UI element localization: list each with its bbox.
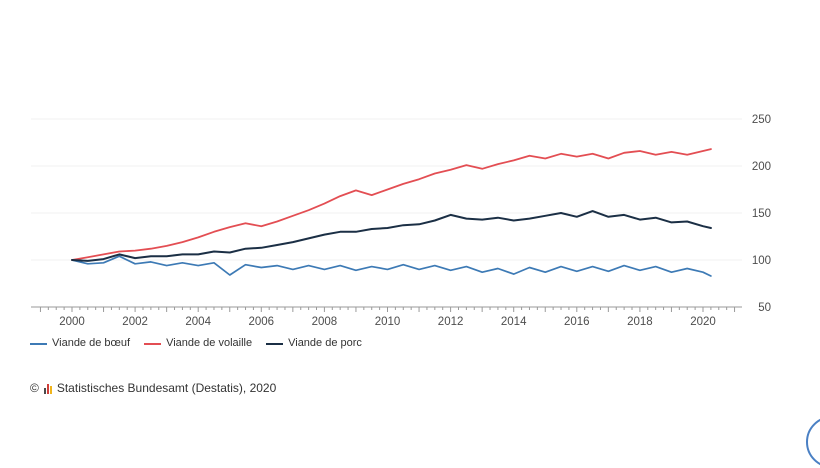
x-tick-label: 2016 (564, 316, 590, 328)
y-tick-label: 100 (752, 255, 771, 267)
poultry-line-swatch-icon (144, 342, 162, 345)
source-text: Statistisches Bundesamt (Destatis), 2020 (56, 381, 277, 395)
pork-line-swatch-icon (266, 342, 284, 345)
x-tick-label: 2006 (249, 316, 275, 328)
legend-label-beef: Viande de bœuf (52, 337, 131, 349)
x-tick-label: 2008 (312, 316, 338, 328)
series-line-0 (71, 255, 712, 277)
x-tick-label: 2010 (375, 316, 401, 328)
y-tick-label: 250 (752, 114, 771, 126)
chart-legend: Viande de bœuf Viande de volaille Viande… (30, 337, 362, 350)
beef-line-swatch-icon (30, 342, 47, 345)
x-tick-label: 2012 (438, 316, 464, 328)
y-tick-label: 200 (752, 161, 771, 173)
x-tick-label: 2018 (627, 316, 653, 328)
legend-item-pork[interactable]: Viande de porc (266, 337, 362, 350)
x-tick-label: 2004 (185, 316, 211, 328)
x-tick-label: 2014 (501, 316, 527, 328)
x-tick-label: 2000 (59, 316, 85, 328)
legend-item-beef[interactable]: Viande de bœuf (30, 337, 130, 350)
destatis-barchart-icon (43, 383, 52, 394)
x-tick-label: 2002 (122, 316, 148, 328)
x-tick-label: 2020 (690, 316, 716, 328)
series-line-2 (71, 210, 712, 262)
series-line-1 (71, 148, 712, 261)
legend-label-poultry: Viande de volaille (166, 337, 253, 349)
copyright-symbol: © (30, 381, 39, 395)
y-tick-label: 50 (758, 302, 771, 314)
y-tick-label: 150 (752, 208, 771, 220)
source-attribution: © Statistisches Bundesamt (Destatis), 20… (30, 381, 276, 395)
legend-label-pork: Viande de porc (288, 337, 362, 349)
legend-item-poultry[interactable]: Viande de volaille (144, 337, 252, 350)
